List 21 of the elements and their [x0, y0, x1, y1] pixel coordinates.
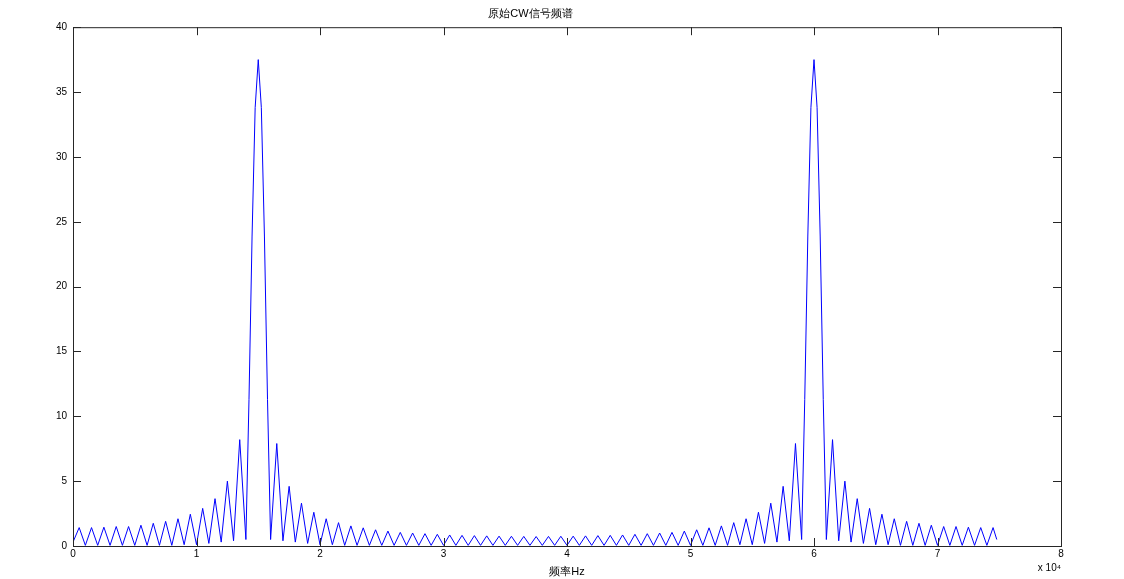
- y-tick-label: 30: [55, 150, 68, 162]
- x-tick-label: 5: [687, 547, 694, 559]
- y-tick-label: 20: [55, 280, 68, 292]
- x-tick-label: 7: [934, 547, 941, 559]
- text: x 10⁴: [1037, 561, 1061, 573]
- x-tick-label: 4: [564, 547, 571, 559]
- y-tick-label: 0: [61, 539, 68, 551]
- x-tick-label: 6: [811, 547, 818, 559]
- y-tick-label: 5: [61, 474, 68, 486]
- x-tick-label: 8: [1058, 547, 1065, 559]
- y-tick-label: 10: [55, 410, 68, 422]
- y-tick-label: 15: [55, 345, 68, 357]
- x-axis-title: 频率Hz: [549, 565, 585, 578]
- x-tick-label: 1: [193, 547, 200, 559]
- x-tick-label: 0: [70, 547, 77, 559]
- x-tick-label: 2: [317, 547, 324, 559]
- y-tick-label: 25: [55, 215, 68, 227]
- y-tick-label: 40: [55, 20, 68, 32]
- x-tick-label: 3: [440, 547, 447, 559]
- y-tick-label: 35: [55, 85, 68, 97]
- chart-title: 原始CW信号频谱: [488, 6, 573, 19]
